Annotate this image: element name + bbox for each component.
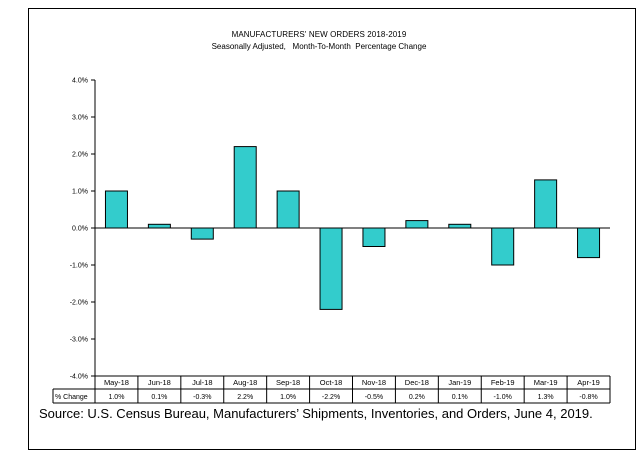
axes xyxy=(94,80,610,376)
x-tick-label: Jan-19 xyxy=(448,378,471,387)
y-axis-ticks: 4.0% 3.0% 2.0% 1.0% 0.0% -1.0% -2.0% -3.0% -4.0% xyxy=(70,78,95,381)
x-tick-label: Oct-18 xyxy=(320,378,343,387)
data-label: -2.2% xyxy=(322,394,340,401)
data-label: -0.3% xyxy=(193,394,211,401)
x-tick-label: Jul-18 xyxy=(192,378,212,387)
data-label: 0.2% xyxy=(409,394,425,401)
y-tick-label: -1.0% xyxy=(70,263,88,270)
y-tick-label: 3.0% xyxy=(72,115,88,122)
bar xyxy=(448,223,472,229)
bar xyxy=(405,220,429,229)
data-label: 1.3% xyxy=(538,394,554,401)
data-table: % Change May-18 1.0% Jun-18 0.1% Jul-18 -0.3% A… xyxy=(52,375,611,404)
y-tick-label: 2.0% xyxy=(72,152,88,159)
bar xyxy=(104,190,128,229)
y-tick-label: 1.0% xyxy=(72,189,88,196)
chart-title: MANUFACTURERS' NEW ORDERS 2018-2019 xyxy=(231,30,407,39)
bar xyxy=(233,146,257,229)
x-tick-label: Mar-19 xyxy=(534,378,558,387)
bar xyxy=(276,190,300,229)
bar xyxy=(319,227,343,310)
data-label: 2.2% xyxy=(237,394,253,401)
bar xyxy=(577,227,601,259)
x-tick-label: Jun-18 xyxy=(148,378,171,387)
bars xyxy=(104,146,601,310)
table-row-label: % Change xyxy=(55,394,88,401)
bar xyxy=(190,227,214,240)
y-tick-label: 0.0% xyxy=(72,226,88,233)
source-note: Source: U.S. Census Bureau, Manufacturer… xyxy=(39,406,593,421)
y-tick-label: -4.0% xyxy=(70,374,88,381)
data-label: 1.0% xyxy=(280,394,296,401)
bar xyxy=(534,179,558,229)
bar xyxy=(491,227,515,266)
x-tick-label: May-18 xyxy=(104,378,129,387)
data-label: -0.8% xyxy=(579,394,597,401)
x-tick-label: Nov-18 xyxy=(362,378,386,387)
data-label: 0.1% xyxy=(151,394,167,401)
x-tick-label: Feb-19 xyxy=(491,378,515,387)
y-tick-label: 4.0% xyxy=(72,78,88,85)
x-tick-label: Apr-19 xyxy=(577,378,600,387)
y-tick-label: -2.0% xyxy=(70,300,88,307)
data-label: -0.5% xyxy=(365,394,383,401)
data-label: -1.0% xyxy=(494,394,512,401)
x-tick-label: Dec-18 xyxy=(405,378,429,387)
x-tick-label: Aug-18 xyxy=(233,378,257,387)
chart-subtitle: Seasonally Adjusted, Month-To-Month Perc… xyxy=(211,42,427,51)
bar xyxy=(362,227,386,247)
bar xyxy=(147,223,171,229)
x-tick-label: Sep-18 xyxy=(276,378,300,387)
data-label: 1.0% xyxy=(108,394,124,401)
data-label: 0.1% xyxy=(452,394,468,401)
y-tick-label: -3.0% xyxy=(70,337,88,344)
